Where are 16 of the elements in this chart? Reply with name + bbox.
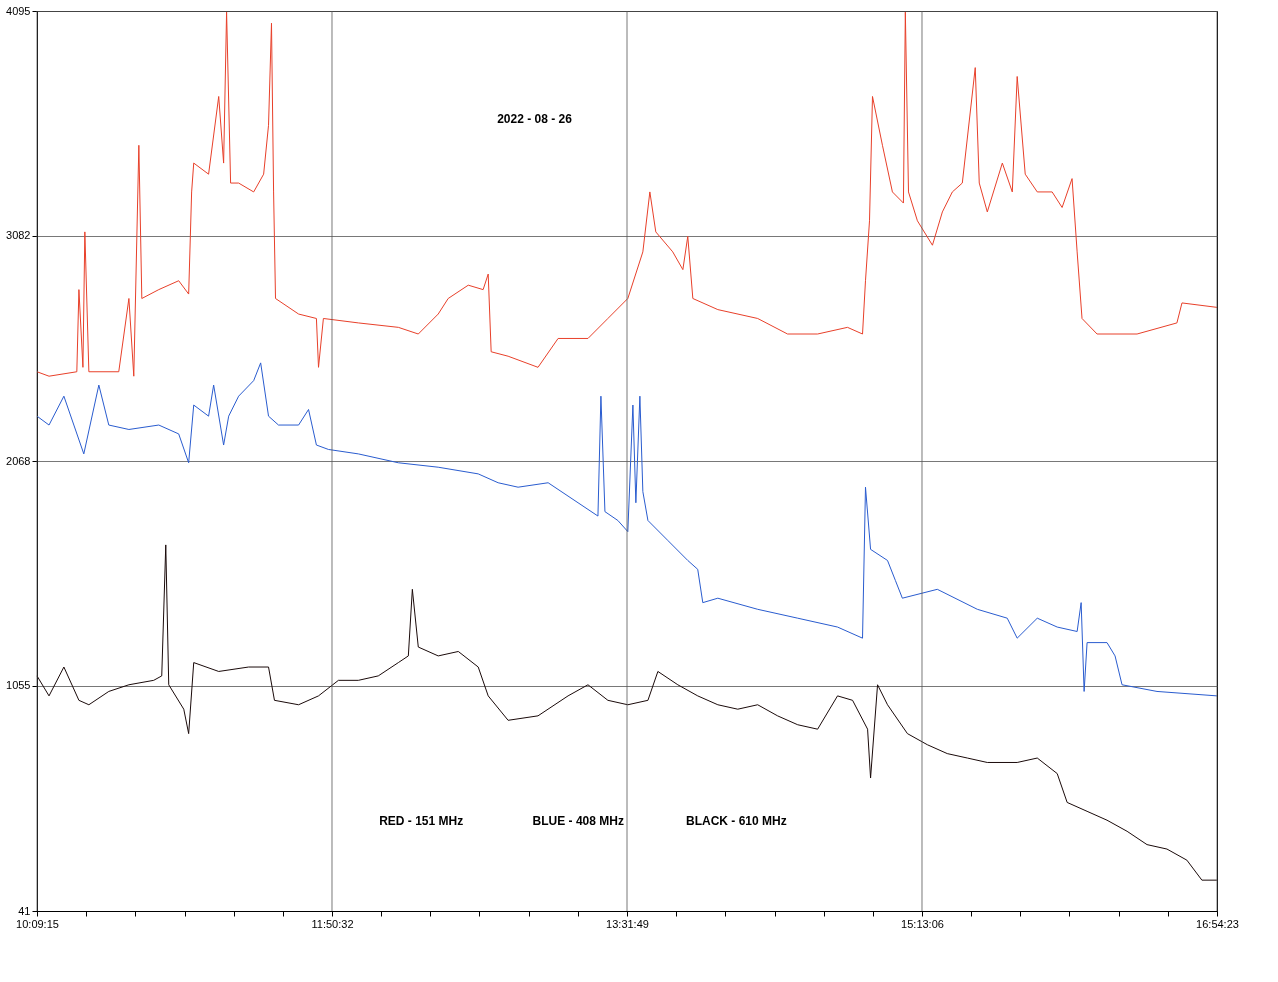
y-tick-label: 1055 — [6, 679, 31, 692]
line-series — [36, 362, 1218, 697]
annotation: RED - 151 MHz — [379, 814, 464, 828]
x-tick-label: 15:13:06 — [901, 917, 944, 930]
y-tick-label: 4095 — [6, 4, 31, 17]
line-series — [36, 544, 1218, 881]
annotation: 2022 - 08 - 26 — [497, 112, 573, 126]
y-tick-label: 41 — [18, 904, 31, 917]
x-tick-label: 11:50:32 — [311, 917, 354, 930]
x-tick-label: 10:09:15 — [16, 917, 59, 930]
y-tick-label: 2068 — [6, 454, 31, 467]
y-tick-label: 3082 — [6, 229, 31, 242]
x-tick-label: 13:31:49 — [606, 917, 649, 930]
x-tick-label: 16:54:23 — [1196, 917, 1239, 930]
annotation: BLACK - 610 MHz — [686, 814, 787, 828]
annotation: BLUE - 408 MHz — [532, 814, 624, 828]
